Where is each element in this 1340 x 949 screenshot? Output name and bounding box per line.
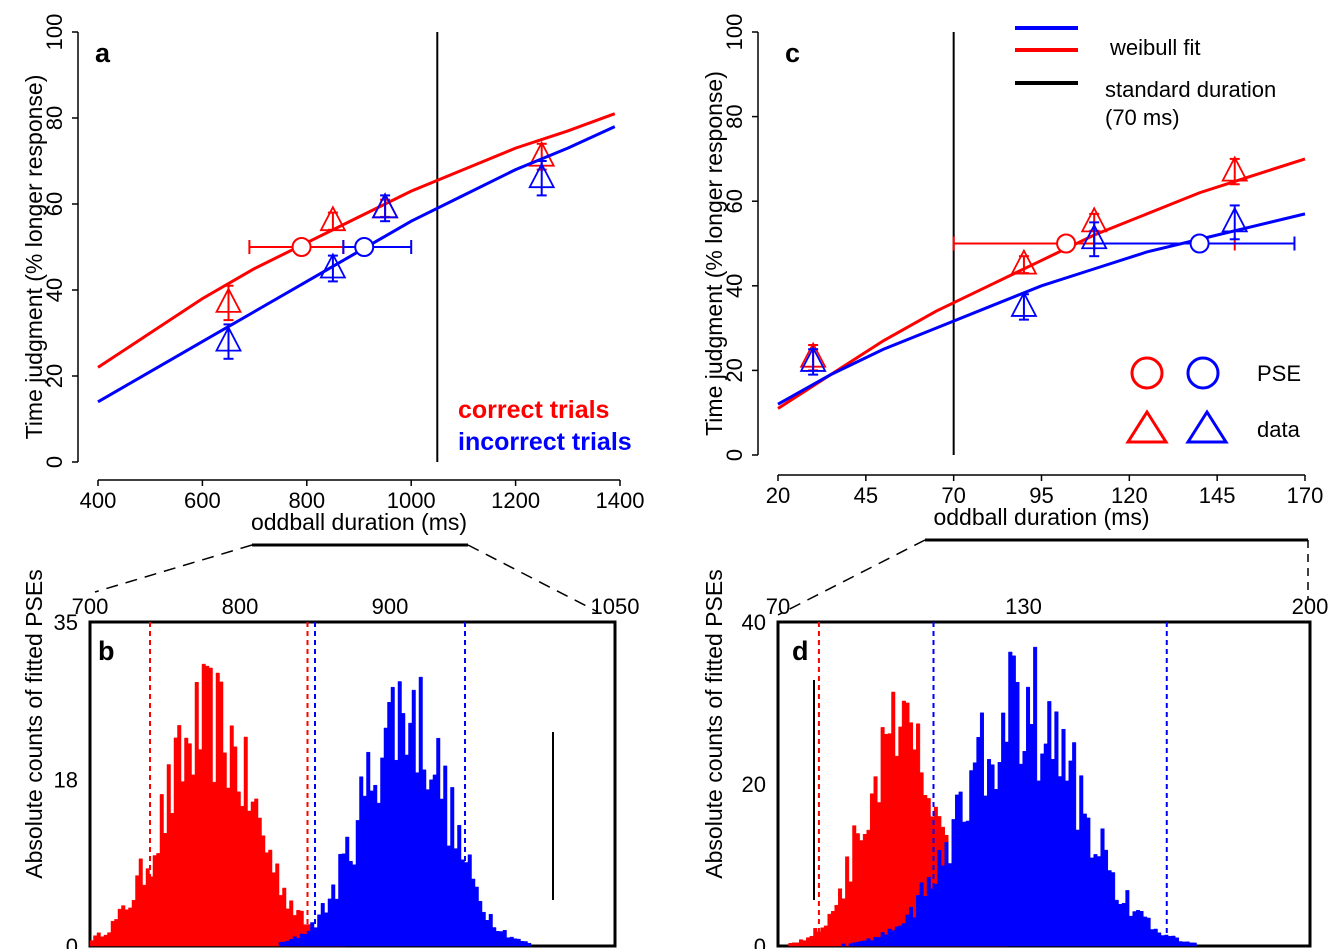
zoom-connectors: [94, 538, 1309, 616]
y-tick-label: 18: [54, 767, 78, 792]
y-tick-label: 20: [742, 772, 766, 797]
zoom-connector-a-left: [94, 544, 253, 593]
x-tick-label: 130: [1005, 594, 1042, 619]
pse-point-correct: [1056, 233, 1077, 254]
data-point-correct: [319, 205, 347, 232]
data-point-incorrect: [215, 325, 242, 352]
pse-point-correct: [291, 237, 312, 257]
x-tick-label: 20: [766, 483, 790, 508]
panel-d: 70 130 200 0 20 40 Absolute counts of fitted P…: [701, 569, 1328, 949]
panel-a: 0 20 40 60 80 100 400 600 800 1000 1200 1400 oddball…: [21, 14, 644, 535]
weibull-fit-correct: [777, 157, 1306, 410]
y-tick-label: 80: [722, 104, 747, 128]
legend-pse-label: PSE: [1257, 361, 1301, 386]
x-tick-label: 700: [72, 594, 109, 619]
x-tick-label: 70: [766, 594, 790, 619]
x-tick-label: 70: [941, 483, 965, 508]
pse-point-incorrect: [354, 237, 375, 257]
panel-label: c: [785, 38, 800, 68]
x-tick-label: 600: [184, 488, 221, 513]
weibull-fit-correct: [97, 112, 616, 369]
x-tick-label: 45: [854, 483, 878, 508]
panel-b: 700 800 900 1050 0 18 35 Absolute counts of fit…: [21, 569, 639, 949]
legend-standard-label-1: standard duration: [1105, 77, 1276, 102]
data-point-incorrect: [528, 162, 556, 189]
y-tick-label: 20: [42, 364, 67, 388]
x-tick-label: 200: [1292, 594, 1329, 619]
panel-label: d: [792, 636, 809, 666]
zoom-connector-a-right: [467, 544, 599, 613]
data-point-correct: [1221, 155, 1249, 182]
legend-standard-label-2: (70 ms): [1105, 105, 1180, 130]
legend-data-red-icon: [1125, 409, 1169, 444]
weibull-fit-incorrect: [97, 125, 616, 404]
y-tick-label: 0: [66, 934, 78, 949]
x-tick-label: 400: [80, 488, 117, 513]
legend-pse-red-icon: [1130, 356, 1164, 390]
legend-data-blue-icon: [1185, 409, 1229, 444]
x-tick-label: 800: [288, 488, 325, 513]
pse-point-incorrect: [1189, 233, 1210, 254]
x-tick-label: 1400: [596, 488, 645, 513]
panel-label: a: [95, 38, 111, 68]
legend-pse-blue-icon: [1186, 356, 1220, 390]
weibull-fit-incorrect: [777, 212, 1306, 406]
y-tick-label: 80: [42, 106, 67, 130]
histogram-incorrect: [278, 676, 532, 947]
x-axis-label: oddball duration (ms): [933, 504, 1149, 530]
legend: weibull fit standard duration (70 ms) PS…: [1015, 26, 1301, 444]
y-tick-label: 100: [42, 14, 67, 51]
data-point-incorrect: [1221, 206, 1249, 233]
y-tick-label: 40: [742, 610, 766, 635]
y-tick-label: 40: [42, 278, 67, 302]
histogram-incorrect: [841, 646, 1197, 947]
legend-data-label: data: [1257, 417, 1301, 442]
data-point-incorrect: [371, 192, 399, 219]
condition-label-correct: correct trials: [458, 396, 609, 424]
x-tick-label: 95: [1029, 483, 1053, 508]
data-point-incorrect: [799, 345, 827, 372]
data-point-incorrect: [319, 252, 347, 279]
y-axis-label: Absolute counts of fitted PSEs: [701, 569, 727, 878]
x-axis-label: oddball duration (ms): [251, 509, 467, 535]
x-tick-label: 1050: [591, 594, 640, 619]
y-tick-label: 0: [722, 449, 747, 461]
y-tick-label: 60: [722, 189, 747, 213]
data-point-incorrect: [1010, 291, 1038, 317]
y-axis-label: Absolute counts of fitted PSEs: [21, 569, 47, 878]
y-tick-label: 0: [42, 456, 67, 468]
panel-c: 0 20 40 60 80 100 20 45 70 95 120 145 170 oddball dur…: [701, 14, 1323, 530]
y-tick-label: 20: [722, 358, 747, 382]
y-tick-label: 60: [42, 192, 67, 216]
x-tick-label: 1000: [387, 488, 436, 513]
y-axis-label: Time judgment (% longer response): [21, 75, 47, 440]
y-tick-label: 0: [754, 934, 766, 949]
x-tick-label: 145: [1199, 483, 1236, 508]
condition-label-incorrect: incorrect trials: [458, 428, 632, 456]
legend-weibull-label: weibull fit: [1109, 35, 1200, 60]
x-tick-label: 170: [1287, 483, 1324, 508]
data-point-correct: [215, 286, 242, 313]
x-tick-label: 800: [222, 594, 259, 619]
y-tick-label: 35: [54, 610, 78, 635]
y-axis-label: Time judgment (% longer response): [701, 71, 727, 436]
x-tick-label: 120: [1111, 483, 1148, 508]
y-tick-label: 40: [722, 274, 747, 298]
zoom-connector-c-left: [777, 539, 926, 616]
data-point-correct: [1010, 248, 1038, 275]
y-tick-label: 100: [722, 14, 747, 51]
panel-label: b: [98, 636, 115, 666]
x-tick-label: 1200: [491, 488, 540, 513]
x-tick-label: 900: [372, 594, 409, 619]
